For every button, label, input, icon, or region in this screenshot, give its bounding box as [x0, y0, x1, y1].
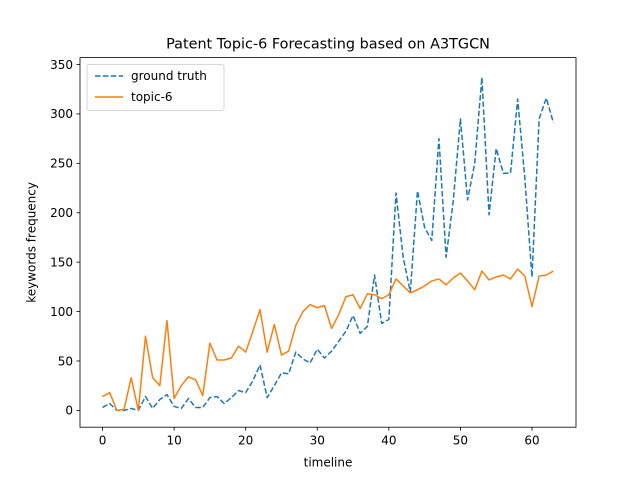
x-tick-label: 50 — [453, 434, 468, 448]
legend-label-topic-6: topic-6 — [131, 90, 173, 104]
y-tick-label: 150 — [50, 255, 73, 269]
y-tick-label: 0 — [65, 404, 73, 418]
legend: ground truth topic-6 — [87, 65, 224, 111]
y-tick-label: 50 — [58, 354, 73, 368]
y-tick-label: 100 — [50, 305, 73, 319]
y-axis-label: keywords frequency — [25, 182, 39, 303]
y-tick-label: 200 — [50, 206, 73, 220]
x-tick-label: 0 — [99, 434, 107, 448]
x-tick-label: 10 — [166, 434, 181, 448]
y-tick-label: 350 — [50, 58, 73, 72]
legend-label-ground-truth: ground truth — [131, 69, 207, 83]
x-tick-label: 20 — [238, 434, 253, 448]
x-tick-label: 40 — [381, 434, 396, 448]
x-tick-label: 60 — [524, 434, 539, 448]
y-tick-label: 300 — [50, 107, 73, 121]
x-axis-label: timeline — [304, 456, 353, 470]
chart-title: Patent Topic-6 Forecasting based on A3TG… — [166, 37, 490, 53]
y-tick-label: 250 — [50, 157, 73, 171]
x-tick-label: 30 — [310, 434, 325, 448]
